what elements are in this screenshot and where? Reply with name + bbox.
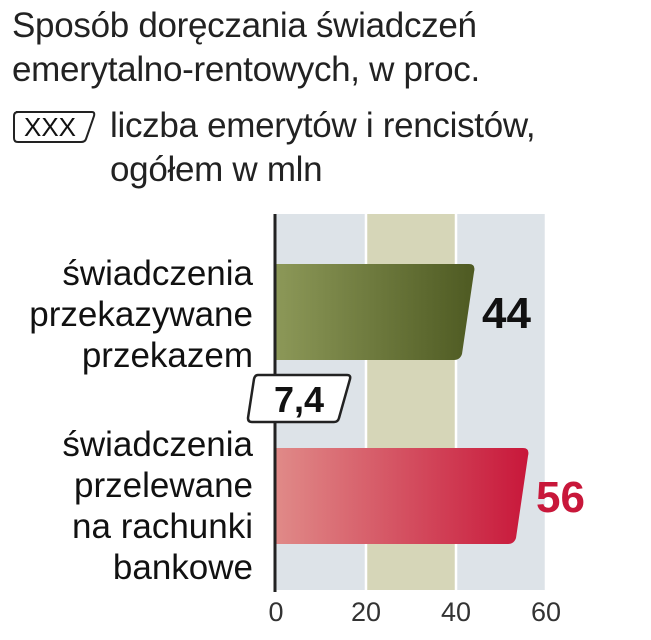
bar-1 [276,264,475,360]
value-label-1: 44 [482,289,531,338]
category-label-1-line-2: przekazywane [29,295,253,334]
category-label-2-line-1: świadczenia [62,425,253,464]
category-label-2-line-4: bankowe [112,548,253,587]
category-label-2: świadczenia przelewane na rachunki banko… [62,424,253,588]
x-tick-label-1: 20 [351,597,381,627]
legend-text-line-1: liczba emerytów i rencistów, [110,106,536,145]
title-line-2: emerytalno-rentowych, w proc. [12,50,480,89]
legend-key-box: XXX [13,111,96,143]
bars: 44 56 [276,264,585,544]
category-label-1: świadczenia przekazywane przekazem [29,253,253,376]
x-tick-label-2: 40 [441,597,471,627]
category-label-1-line-3: przekazem [81,336,253,375]
category-label-2-line-2: przelewane [74,466,253,505]
total-value: 7,4 [274,379,324,420]
legend-text-line-2: ogółem w mln [110,150,323,189]
x-tick-label-3: 60 [531,597,561,627]
total-badge-box [246,373,352,424]
title-line-1: Sposób doręczania świadczeń [12,6,477,45]
bar-2 [276,448,529,544]
category-label-2-line-3: na rachunki [72,507,253,546]
value-label-2: 56 [536,473,585,522]
x-tick-label-0: 0 [268,597,283,627]
x-axis-ticks: 0 20 40 60 [268,597,561,627]
category-label-1-line-1: świadczenia [62,254,253,293]
chart-title: Sposób doręczania świadczeń emerytalno-r… [12,4,480,92]
legend-key-text: XXX [24,112,76,142]
total-badge: 7,4 [246,373,352,424]
